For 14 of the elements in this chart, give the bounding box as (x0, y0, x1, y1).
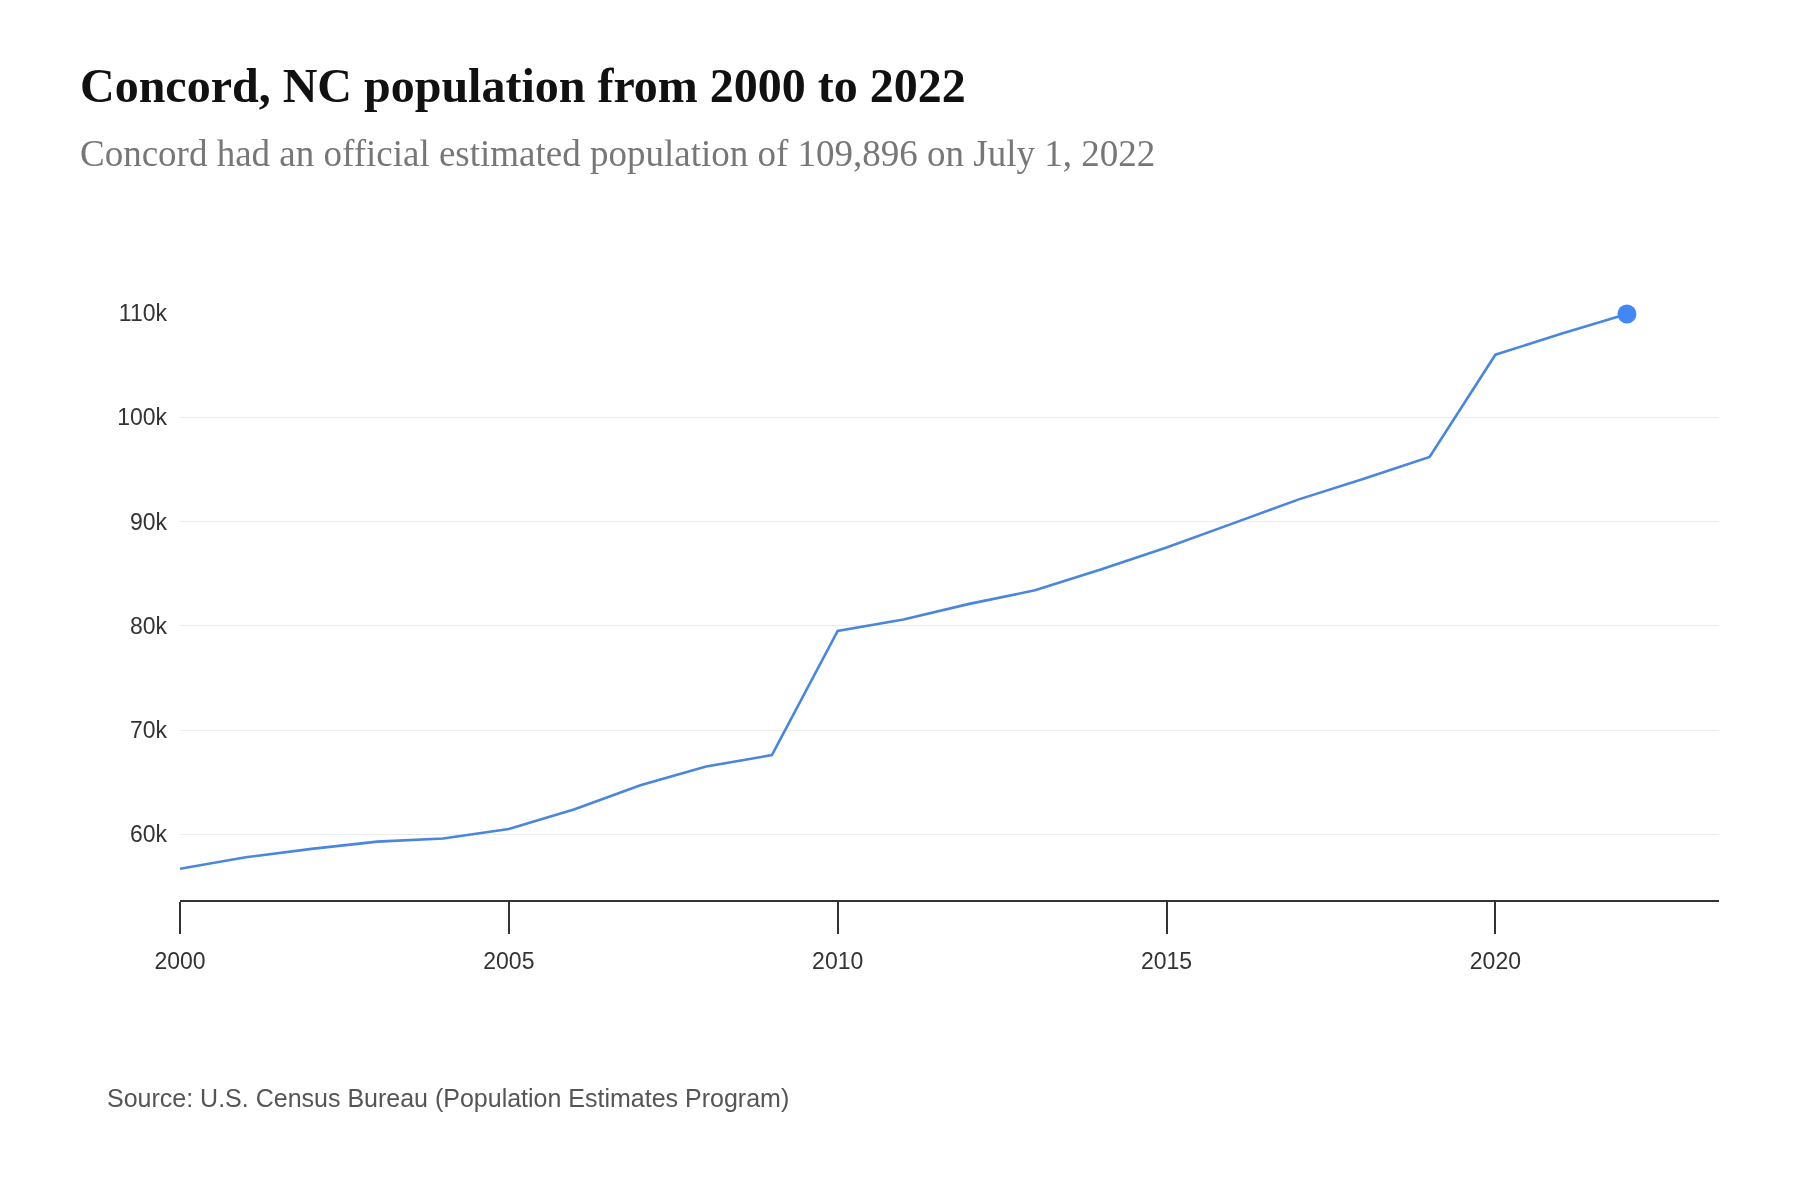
source-note: Source: U.S. Census Bureau (Population Estimates Program) (107, 1084, 790, 1113)
x-tick-label: 2000 (154, 948, 206, 975)
y-tick-label: 110k (118, 300, 168, 327)
x-tick-label: 2015 (1140, 948, 1193, 975)
y-tick-label: 100k (117, 404, 168, 431)
x-tick-label: 2020 (1469, 948, 1521, 975)
y-tick-label: 70k (129, 717, 168, 744)
y-tick-label: 80k (129, 612, 168, 639)
x-tick-label: 2005 (483, 948, 535, 975)
y-tick-label: 60k (129, 821, 168, 848)
chart-subtitle: Concord had an official estimated population of 109,896 on July 1, 2022 (80, 132, 1156, 175)
x-tick-label: 2010 (812, 948, 864, 975)
chart-title: Concord, NC population from 2000 to 2022 (80, 58, 966, 113)
y-tick-label: 90k (129, 508, 168, 535)
